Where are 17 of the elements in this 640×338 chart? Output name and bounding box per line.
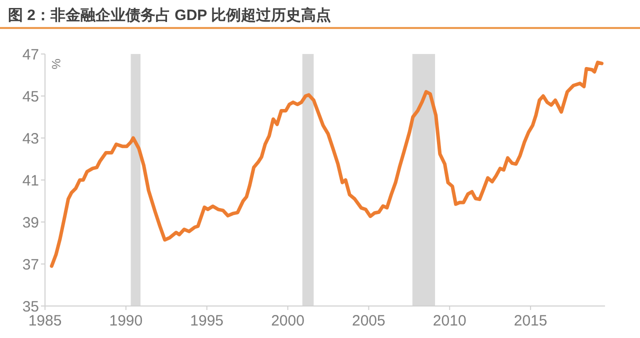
x-tick-label: 2000 bbox=[271, 312, 304, 330]
y-tick-label: 39 bbox=[22, 214, 39, 232]
y-tick-label: 41 bbox=[22, 172, 39, 190]
y-tick-label: 37 bbox=[22, 256, 39, 274]
x-tick-label: 1990 bbox=[109, 312, 143, 330]
chart-title: 图 2：非金融企业债务占 GDP 比例超过历史高点 bbox=[0, 0, 640, 29]
line-series bbox=[50, 60, 604, 268]
y-tick-label: 43 bbox=[22, 130, 39, 148]
x-tick-label: 2010 bbox=[432, 312, 466, 330]
y-tick-label: 45 bbox=[22, 88, 39, 106]
x-tick-label: 2005 bbox=[352, 312, 386, 330]
x-tick-label: 1985 bbox=[28, 312, 62, 330]
x-tick-label: 1995 bbox=[190, 312, 224, 330]
y-tick-label: 47 bbox=[22, 46, 39, 64]
y-axis-title: % bbox=[48, 58, 63, 70]
y-tick-label: 35 bbox=[22, 298, 39, 316]
x-tick-label: 2015 bbox=[514, 312, 548, 330]
